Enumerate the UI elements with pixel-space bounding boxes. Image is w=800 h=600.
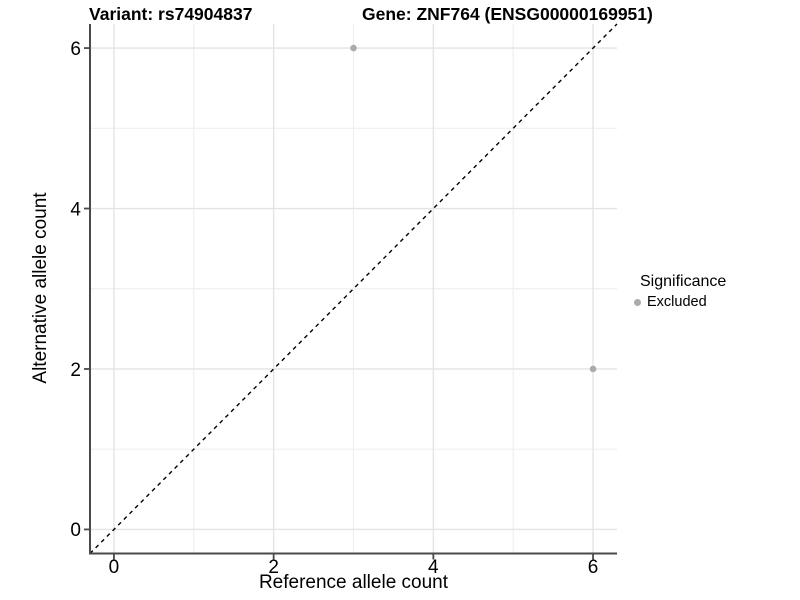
plot-title: Variant: rs74904837 Gene: ZNF764 (ENSG00… bbox=[0, 3, 800, 25]
x-tick-label: 2 bbox=[268, 557, 279, 578]
legend-key-dot-icon bbox=[634, 298, 641, 306]
legend: Significance Excluded bbox=[632, 272, 797, 311]
x-tick-label: 0 bbox=[109, 557, 120, 578]
y-tick-label: 2 bbox=[70, 360, 81, 381]
y-axis-title: Alternative allele count bbox=[30, 192, 51, 384]
y-tick-label: 4 bbox=[70, 199, 81, 220]
x-tick-label: 4 bbox=[428, 557, 439, 578]
x-axis-title: Reference allele count bbox=[258, 572, 449, 593]
y-tick-label: 0 bbox=[70, 520, 81, 541]
plot-title-gene: Gene: ZNF764 (ENSG00000169951) bbox=[362, 4, 653, 24]
data-point bbox=[350, 44, 357, 52]
legend-entry-excluded: Excluded bbox=[632, 293, 797, 311]
data-point bbox=[589, 365, 597, 373]
y-tick-label: 6 bbox=[70, 39, 81, 60]
legend-entry-label: Excluded bbox=[647, 294, 707, 310]
plot-title-variant: Variant: rs74904837 bbox=[89, 4, 253, 24]
x-tick-label: 6 bbox=[588, 557, 599, 578]
legend-title: Significance bbox=[640, 273, 727, 290]
